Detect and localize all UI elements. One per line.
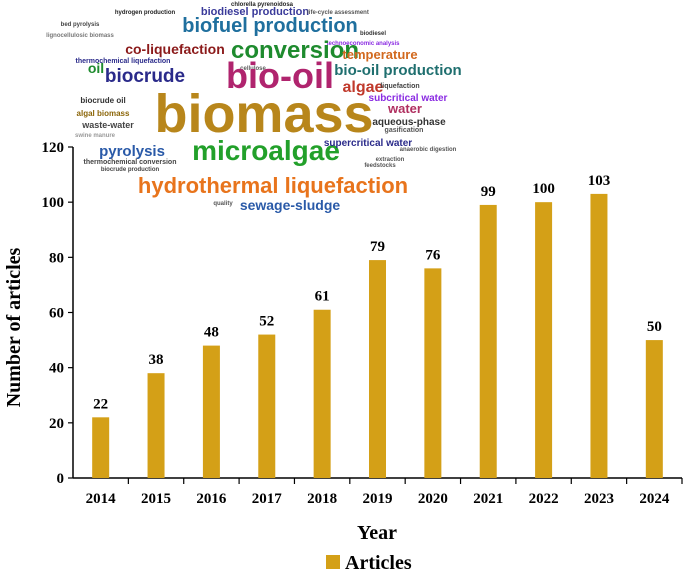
word-cloud-term: temperature [342,47,417,62]
bar [313,309,331,478]
x-tick-label: 2022 [529,491,559,507]
word-cloud-term: aqueous-phase [372,117,446,128]
word-cloud-term: biocrude [105,66,185,87]
word-cloud-term: supercritical water [324,138,412,149]
word-cloud-term: algal biomass [77,109,130,118]
data-label: 38 [149,352,164,368]
data-label: 76 [425,247,441,263]
x-tick-label: 2018 [307,491,337,507]
data-labels: 22 38 48 52 61 79 76 99 100 103 50 [93,173,662,412]
word-cloud-term: biodiesel production [201,6,309,18]
y-tick-label: 80 [49,250,64,266]
word-cloud-term: quality [213,201,233,207]
y-tick-label: 0 [57,471,65,487]
word-cloud-term: swine manure [75,133,116,139]
word-cloud-term: gasification [385,127,424,134]
bar [202,345,220,478]
y-tick-label: 20 [49,416,64,432]
word-cloud: chlorella pyrenoidosa hydrogen production… [46,2,462,213]
x-tick-label: 2024 [639,491,670,507]
word-cloud-term: biodiesel [360,31,386,37]
word-cloud-term: bio-oil [226,55,334,96]
word-cloud-term: life-cycle assessment [307,10,369,16]
bar [92,417,110,478]
word-cloud-term: bed pyrolysis [61,22,100,28]
word-cloud-term: feedstocks [364,163,396,169]
data-label: 79 [370,239,385,255]
x-tick-label: 2023 [584,491,614,507]
legend-label: Articles [345,552,412,574]
x-axis-title: Year [357,522,397,544]
word-cloud-term: extraction [376,157,405,163]
bar [147,373,165,478]
bar [369,260,386,478]
y-tick-label: 60 [49,306,64,322]
word-cloud-term: hydrogen production [115,10,176,16]
data-label: 99 [481,184,496,200]
word-cloud-term: lignocellulosic biomass [46,33,114,39]
word-cloud-term: sewage-sludge [240,197,341,213]
y-tick-label: 100 [42,195,65,211]
y-tick-label: 120 [42,140,65,156]
data-label: 22 [93,396,108,412]
word-cloud-term: bio-oil production [334,62,461,79]
bars [92,193,663,479]
word-cloud-term: thermochemical conversion [84,159,177,166]
x-tick-label: 2019 [363,491,393,507]
word-cloud-term: chlorella pyrenoidosa [231,2,294,8]
word-cloud-term: anaerobic digestion [400,147,457,153]
data-label: 52 [259,314,274,330]
x-tick-label: 2014 [86,491,117,507]
word-cloud-term: microalgae [192,135,340,166]
word-cloud-term: cellulose [240,66,266,72]
word-cloud-term: waste-water [81,120,134,130]
y-tick-label: 40 [49,361,64,377]
x-tick-label: 2016 [196,491,227,507]
word-cloud-term: biofuel production [182,15,358,37]
word-cloud-term: technoeconomic analysis [326,41,400,47]
legend-swatch [326,555,340,569]
data-label: 100 [532,181,555,197]
bar [424,268,442,478]
word-cloud-term: conversion [231,37,359,64]
data-label: 103 [588,173,611,189]
word-cloud-term: biomass [154,84,373,144]
word-cloud-term: thermochemical liquefaction [76,58,171,65]
bar [258,334,276,478]
y-axis-title: Number of articles [3,247,25,407]
word-cloud-term: algae [343,79,384,96]
word-cloud-term: liquefaction [380,83,419,90]
data-label: 48 [204,325,219,341]
bar [479,204,497,479]
x-tick-label: 2015 [141,491,171,507]
word-cloud-term: oil [88,60,104,76]
word-cloud-term: pyrolysis [99,143,165,160]
axes: 0 20 40 60 80 100 120 2014 2015 2016 2017 2018 2019 2… [42,140,683,507]
data-label: 61 [315,289,330,305]
data-label: 50 [647,319,662,335]
word-cloud-term: hydrothermal liquefaction [138,173,408,198]
word-cloud-term: biocrude oil [80,96,125,105]
bar [645,340,663,478]
word-cloud-term: water [387,101,422,116]
x-tick-label: 2017 [252,491,283,507]
word-cloud-term: biocrude production [101,167,160,173]
x-tick-label: 2021 [473,491,503,507]
word-cloud-term: subcritical water [369,93,448,104]
bar [535,202,553,478]
x-tick-label: 2020 [418,491,448,507]
word-cloud-term: co-liquefaction [125,41,225,57]
bar [590,193,608,478]
